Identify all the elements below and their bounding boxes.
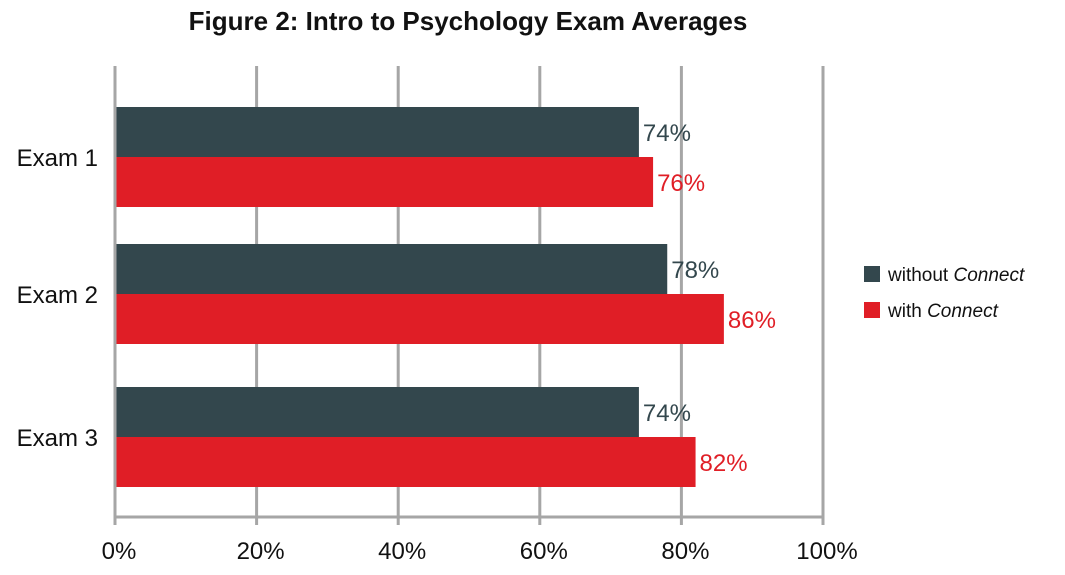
bar	[115, 157, 654, 207]
x-tick-label: 20%	[237, 538, 285, 565]
x-tick-label: 80%	[661, 538, 709, 565]
x-tick-label: 40%	[378, 538, 426, 565]
data-label: 74%	[643, 400, 691, 427]
legend-label: without Connect	[887, 265, 1025, 286]
axes: 0% 20% 40% 60% 80% 100% Exam 1 Exam 2 Exam 3	[17, 66, 858, 565]
data-label: 78%	[671, 257, 719, 284]
legend: without Connect with Connect	[864, 265, 1025, 322]
bar	[115, 294, 724, 344]
bars	[115, 107, 724, 487]
bar	[115, 244, 668, 294]
x-tick-label: 60%	[520, 538, 568, 565]
bar	[115, 107, 639, 157]
x-tick-label: 0%	[102, 538, 137, 565]
category-label: Exam 2	[17, 282, 98, 309]
legend-swatch	[864, 266, 880, 282]
data-label: 76%	[657, 170, 705, 197]
category-label: Exam 3	[17, 425, 98, 452]
chart-title: Figure 2: Intro to Psychology Exam Avera…	[188, 6, 748, 36]
data-label: 74%	[643, 120, 691, 147]
bar	[115, 437, 696, 487]
data-labels: 74% 76% 78% 86% 74% 82%	[643, 120, 776, 477]
data-label: 86%	[728, 307, 776, 334]
legend-label: with Connect	[887, 301, 999, 322]
category-label: Exam 1	[17, 145, 98, 172]
x-tick-label: 100%	[796, 538, 857, 565]
legend-swatch	[864, 302, 880, 318]
data-label: 82%	[700, 450, 748, 477]
bar	[115, 387, 639, 437]
